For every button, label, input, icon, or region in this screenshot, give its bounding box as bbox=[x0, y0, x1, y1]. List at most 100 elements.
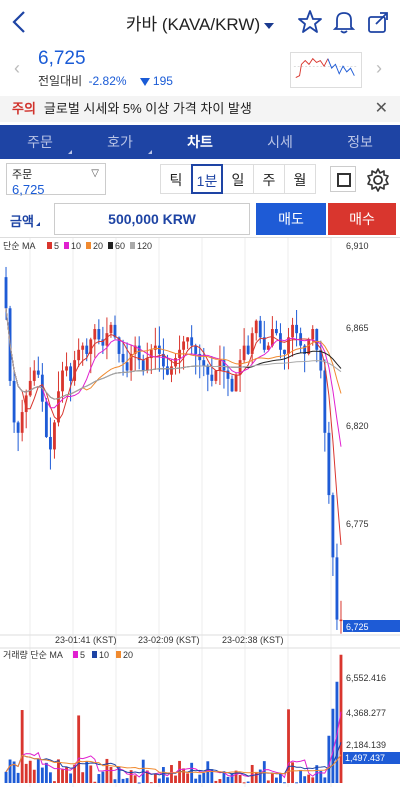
tab-market[interactable]: 시세 bbox=[240, 125, 320, 159]
volume-bar bbox=[331, 708, 335, 783]
candle bbox=[32, 370, 36, 381]
candle bbox=[61, 370, 64, 392]
mini-chart[interactable] bbox=[290, 52, 362, 88]
tab-chart[interactable]: 차트 bbox=[160, 125, 240, 159]
candle bbox=[186, 337, 190, 342]
y-tick-label: 2,184.139 bbox=[346, 740, 386, 750]
timeframe-day[interactable]: 일 bbox=[222, 164, 254, 194]
candle bbox=[230, 378, 234, 392]
volume-bar bbox=[40, 767, 44, 783]
volume-bar bbox=[315, 765, 319, 783]
legend-swatch bbox=[130, 242, 135, 249]
volume-bar bbox=[44, 762, 48, 783]
candle bbox=[222, 360, 226, 371]
ma-line bbox=[5, 308, 342, 400]
volume-bar bbox=[303, 776, 307, 783]
candle bbox=[28, 380, 32, 396]
candle bbox=[101, 339, 105, 346]
volume-bar bbox=[307, 774, 311, 783]
volume-bar bbox=[262, 761, 266, 783]
tab-order[interactable]: 주문 bbox=[0, 125, 80, 159]
candle bbox=[85, 345, 89, 354]
corner-icon bbox=[68, 150, 72, 154]
ma-line bbox=[5, 308, 342, 447]
timeframe-tick[interactable]: 틱 bbox=[160, 164, 192, 194]
order-select[interactable]: 주문 6,725 ▽ bbox=[6, 163, 106, 197]
amount-input[interactable]: 500,000 KRW bbox=[54, 203, 250, 235]
volume-bar bbox=[109, 766, 113, 783]
volume-bar bbox=[242, 782, 246, 784]
chart-controls: 주문 6,725 ▽ 틱 1분 일 주 월 bbox=[0, 163, 400, 197]
page-title[interactable]: 카바 (KAVA/KRW) bbox=[0, 10, 400, 35]
amount-label-text: 금액 bbox=[10, 214, 34, 229]
candle bbox=[287, 337, 290, 354]
candle bbox=[89, 339, 93, 354]
down-arrow-icon bbox=[139, 77, 150, 86]
order-select-value: 6,725 bbox=[12, 182, 45, 197]
volume-bar bbox=[230, 773, 234, 783]
volume-bar bbox=[311, 777, 315, 783]
legend-item: 20 bbox=[93, 241, 103, 251]
candle bbox=[109, 324, 113, 334]
chevron-down-icon: ▽ bbox=[91, 168, 99, 179]
change-amount: 195 bbox=[152, 74, 173, 88]
candle bbox=[307, 339, 311, 354]
candle bbox=[12, 380, 16, 423]
candle bbox=[77, 349, 81, 361]
volume-bar bbox=[299, 769, 303, 783]
amount-label[interactable]: 금액 bbox=[10, 211, 40, 230]
candle bbox=[117, 337, 121, 354]
volume-bar bbox=[28, 760, 32, 783]
tab-orderbook[interactable]: 호가 bbox=[80, 125, 160, 159]
amount-row: 금액 500,000 KRW 매도 매수 bbox=[0, 203, 400, 235]
candle bbox=[48, 436, 52, 450]
sell-button[interactable]: 매도 bbox=[256, 203, 326, 235]
gear-icon[interactable] bbox=[364, 166, 392, 194]
candle bbox=[97, 329, 101, 340]
volume-bar bbox=[266, 780, 270, 783]
candle bbox=[194, 345, 198, 354]
candle bbox=[242, 345, 246, 361]
timeframe-week[interactable]: 주 bbox=[253, 164, 285, 194]
legend-item: 120 bbox=[137, 241, 152, 251]
candle bbox=[166, 366, 169, 375]
legend-item: 10 bbox=[71, 241, 81, 251]
buy-button[interactable]: 매수 bbox=[328, 203, 396, 235]
tab-info[interactable]: 정보 bbox=[320, 125, 400, 159]
volume-bar bbox=[137, 782, 141, 784]
volume-ma-line bbox=[5, 754, 342, 775]
legend-swatch bbox=[92, 651, 97, 658]
share-icon[interactable] bbox=[364, 8, 392, 36]
timeframe-month[interactable]: 월 bbox=[284, 164, 316, 194]
timeframe-1min[interactable]: 1분 bbox=[191, 164, 223, 194]
candle bbox=[311, 329, 315, 340]
candle bbox=[129, 353, 133, 371]
bell-icon[interactable] bbox=[330, 8, 358, 36]
x-tick-label: 23-01:41 (KST) bbox=[55, 635, 117, 645]
candle bbox=[81, 345, 85, 350]
warning-label: 주의 bbox=[12, 101, 36, 116]
back-icon[interactable] bbox=[6, 8, 34, 36]
price-chart[interactable]: 단순 MA 5 10 20 60 120 6,910 6,865 6,820 6,775 6,72… bbox=[0, 238, 400, 787]
star-icon[interactable] bbox=[296, 8, 324, 36]
chevron-left-icon[interactable]: ‹ bbox=[14, 58, 20, 78]
x-tick-label: 23-02:09 (KST) bbox=[138, 635, 200, 645]
main-tabs: 주문 호가 차트 시세 정보 bbox=[0, 125, 400, 159]
legend-item: 60 bbox=[115, 241, 125, 251]
candle bbox=[182, 341, 186, 350]
x-tick-label: 23-02:38 (KST) bbox=[222, 635, 284, 645]
chart-area[interactable]: 단순 MA 5 10 20 60 120 6,910 6,865 6,820 6,775 6,72… bbox=[0, 237, 400, 787]
candle bbox=[270, 329, 274, 346]
volume-bar bbox=[97, 774, 101, 783]
chevron-right-icon[interactable]: › bbox=[376, 58, 382, 78]
candle bbox=[303, 345, 307, 354]
volume-bar bbox=[133, 775, 137, 783]
legend-item: 5 bbox=[80, 650, 85, 660]
fullscreen-button[interactable] bbox=[330, 166, 356, 192]
last-price-box bbox=[343, 620, 400, 632]
close-icon[interactable]: ✕ bbox=[374, 100, 388, 117]
candle bbox=[226, 370, 230, 379]
volume-bar bbox=[246, 781, 250, 783]
corner-icon bbox=[148, 150, 152, 154]
candle bbox=[93, 329, 97, 340]
